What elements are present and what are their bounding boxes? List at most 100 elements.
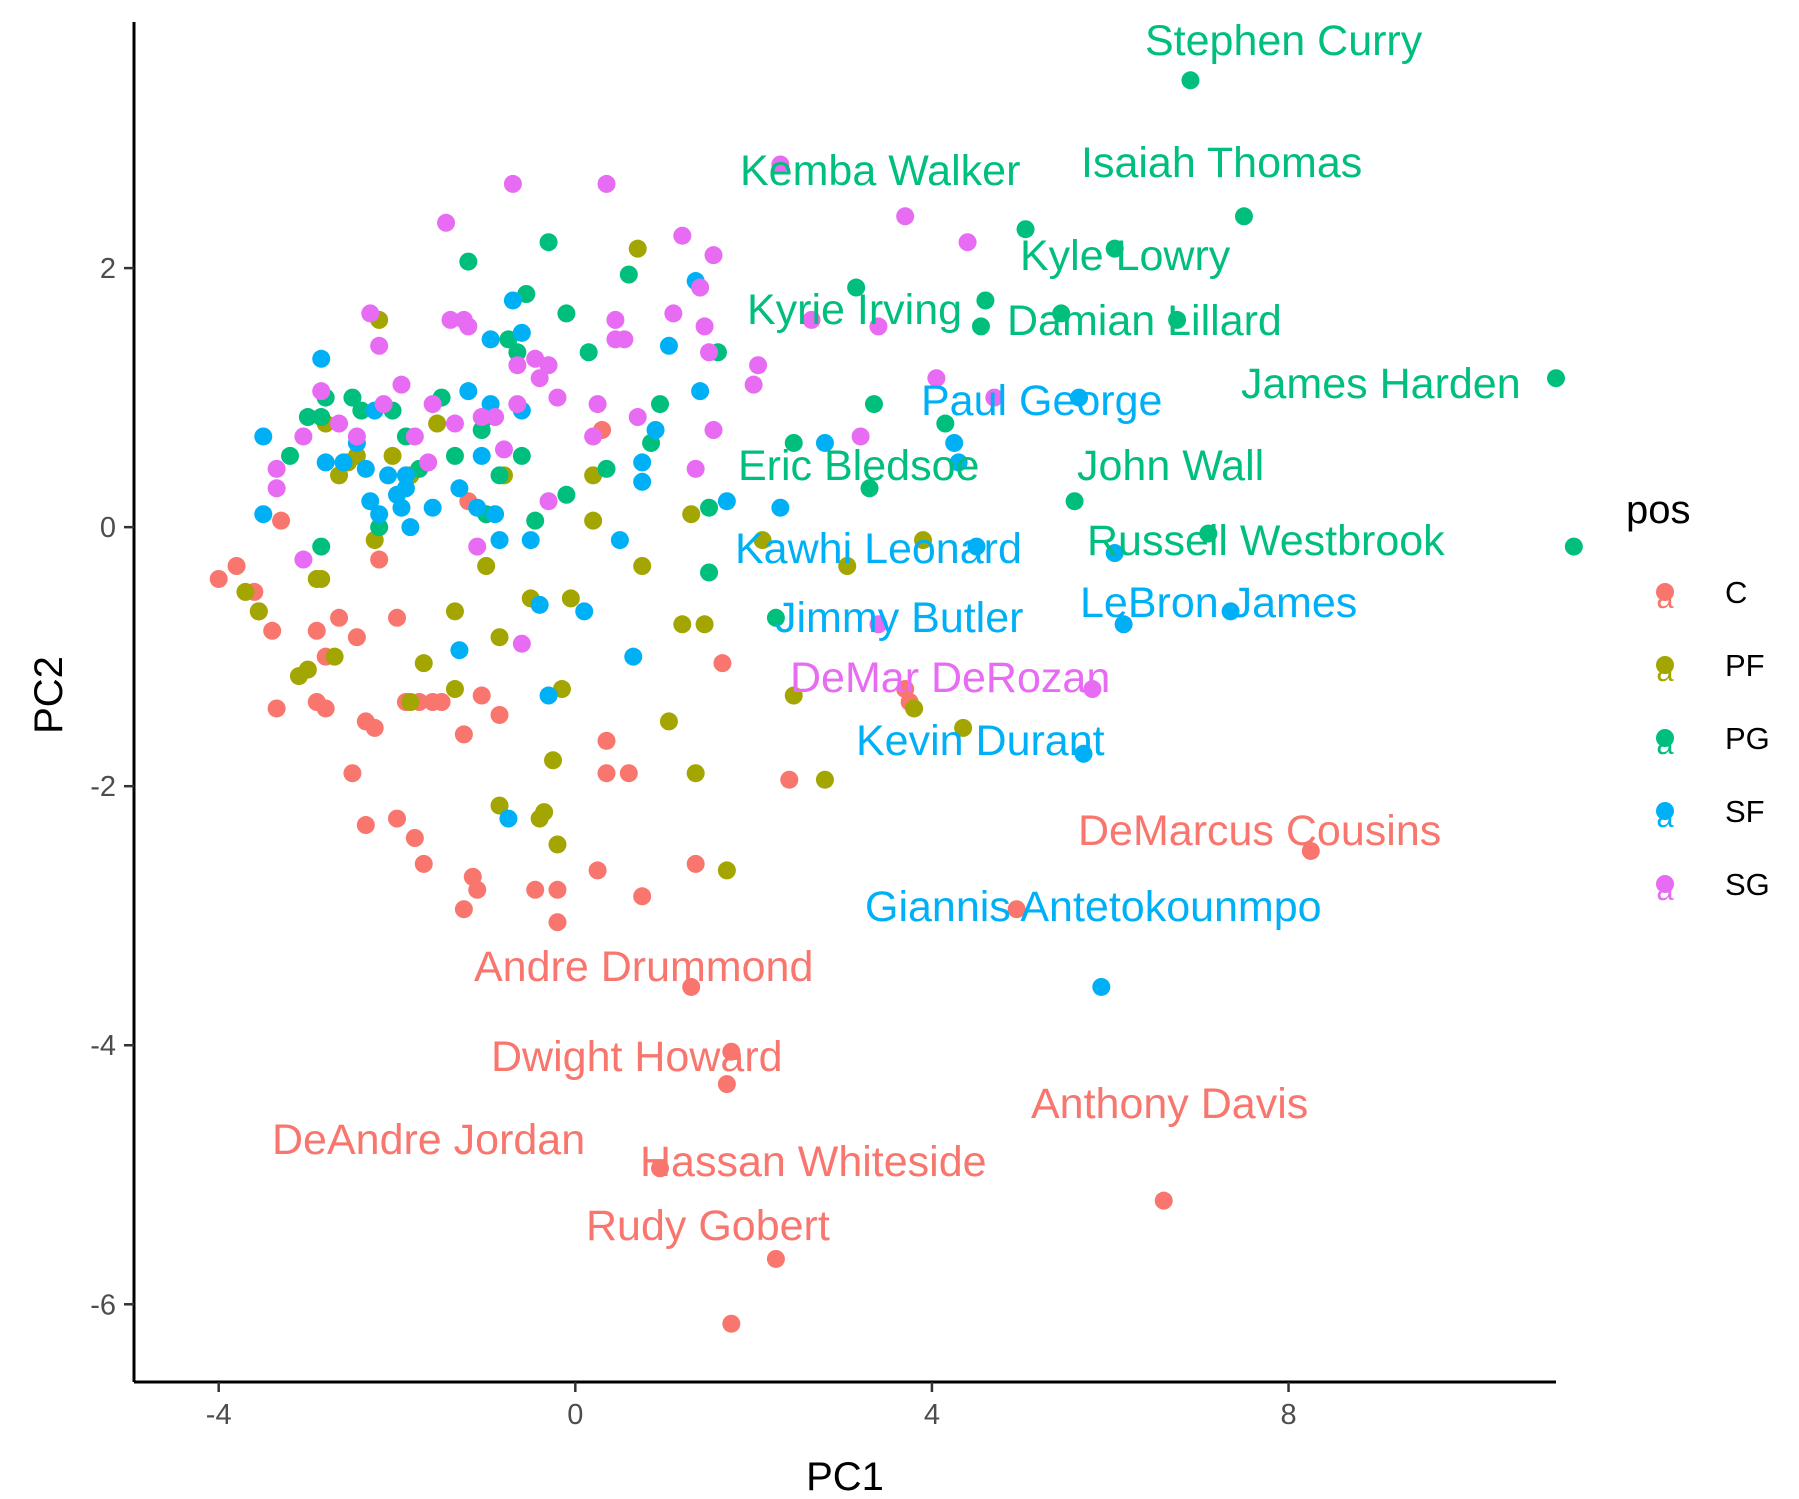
y-axis-ticks: -6 -4 -2 0 2 (90, 253, 134, 1321)
data-point-sg (294, 427, 313, 446)
data-point-sg (494, 440, 513, 459)
data-point-pg (619, 265, 638, 284)
data-point-sg (539, 492, 558, 511)
data-point-sg (405, 427, 424, 446)
player-label: Russell Westbrook (1087, 517, 1445, 565)
data-point-sf (945, 433, 964, 452)
data-point-sf (392, 498, 411, 517)
data-point-c (1301, 841, 1320, 860)
data-point-pg (976, 291, 995, 310)
data-point-pg (490, 466, 509, 485)
legend-label: C (1725, 575, 1747, 610)
data-point-pg (1052, 304, 1071, 323)
data-point-sf (472, 446, 491, 465)
data-point-sf (1092, 977, 1111, 996)
data-point-pg (1016, 220, 1035, 239)
data-point-pg (936, 414, 955, 433)
data-point-pf (544, 751, 563, 770)
legend-label: SF (1725, 794, 1765, 829)
x-tick-label: 0 (567, 1399, 583, 1431)
player-label: Giannis Antetokounmpo (865, 883, 1322, 931)
x-axis-ticks: -4 0 4 8 (206, 1382, 1297, 1431)
data-point-pg (1547, 369, 1565, 388)
data-point-c (780, 770, 799, 789)
data-point-pf (784, 686, 803, 705)
data-point-c (722, 1042, 741, 1061)
data-point-sg (700, 343, 719, 362)
data-point-sg (615, 330, 634, 349)
data-point-sf (490, 531, 509, 550)
data-point-pf (401, 693, 420, 711)
data-point-sg (486, 408, 505, 427)
x-tick-label: 4 (924, 1399, 940, 1431)
data-point-sg (392, 375, 411, 394)
data-point-sf (521, 531, 540, 550)
legend-key-dot (1656, 656, 1674, 674)
data-point-sg (526, 349, 545, 368)
data-point-pg (370, 518, 389, 537)
data-point-pf (548, 835, 567, 854)
data-point-pf (815, 770, 834, 789)
data-point-sf (316, 453, 335, 472)
data-point-sf (530, 595, 549, 614)
data-point-c (267, 699, 286, 718)
data-point-pg (597, 459, 616, 478)
data-point-sf (539, 686, 558, 705)
data-point-c (526, 880, 545, 899)
data-point-sg (508, 395, 527, 414)
player-label: Dwight Howard (491, 1033, 783, 1081)
data-point-sg (927, 369, 946, 388)
data-point-pg (312, 537, 331, 556)
data-point-sg (695, 317, 714, 336)
data-point-pf (428, 414, 447, 433)
data-point-pg (651, 395, 670, 414)
data-point-pg (512, 446, 531, 465)
player-label: Kemba Walker (740, 147, 1020, 195)
data-point-pf (717, 861, 736, 880)
data-point-sf (396, 466, 415, 485)
data-point-pf (445, 602, 464, 621)
data-point-sg (628, 408, 647, 427)
data-point-pg (766, 608, 785, 627)
data-point-sg (445, 414, 464, 433)
data-point-pg (860, 479, 879, 498)
legend-entry-c: aC (1656, 575, 1747, 615)
data-point-sg (423, 395, 442, 414)
data-point-c (388, 608, 407, 627)
data-point-pg (539, 233, 558, 252)
data-point-sg (896, 207, 915, 226)
data-point-pf (905, 699, 924, 718)
data-point-sf (459, 382, 478, 401)
data-point-pg (352, 401, 371, 420)
data-point-pg (281, 446, 300, 465)
data-point-pg (459, 252, 478, 271)
player-label: Stephen Curry (1145, 17, 1423, 65)
data-point-pg (1168, 310, 1187, 329)
data-point-pg (1065, 492, 1084, 511)
data-point-c (686, 854, 705, 873)
data-point-c (263, 621, 282, 640)
data-point-pf (695, 615, 714, 634)
data-point-sg (584, 427, 603, 446)
data-point-pf (914, 531, 933, 550)
data-point-c (548, 880, 567, 899)
data-point-sf (815, 433, 834, 452)
data-point-sf (450, 641, 469, 660)
data-point-pf (561, 589, 580, 608)
data-point-c (347, 628, 366, 647)
data-point-c (633, 887, 652, 906)
data-point-c (454, 900, 473, 919)
data-point-c (717, 1075, 736, 1094)
player-label: John Wall (1077, 442, 1264, 490)
data-point-pg (499, 330, 518, 349)
data-point-c (356, 816, 375, 835)
legend-entry-sg: aSG (1656, 867, 1770, 907)
data-point-c (490, 705, 509, 724)
data-point-sf (1114, 615, 1133, 634)
data-point-sg (312, 382, 331, 401)
data-point-sf (610, 531, 629, 550)
data-point-sg (508, 356, 527, 375)
data-point-sf (646, 421, 665, 439)
data-point-sg (869, 615, 888, 634)
